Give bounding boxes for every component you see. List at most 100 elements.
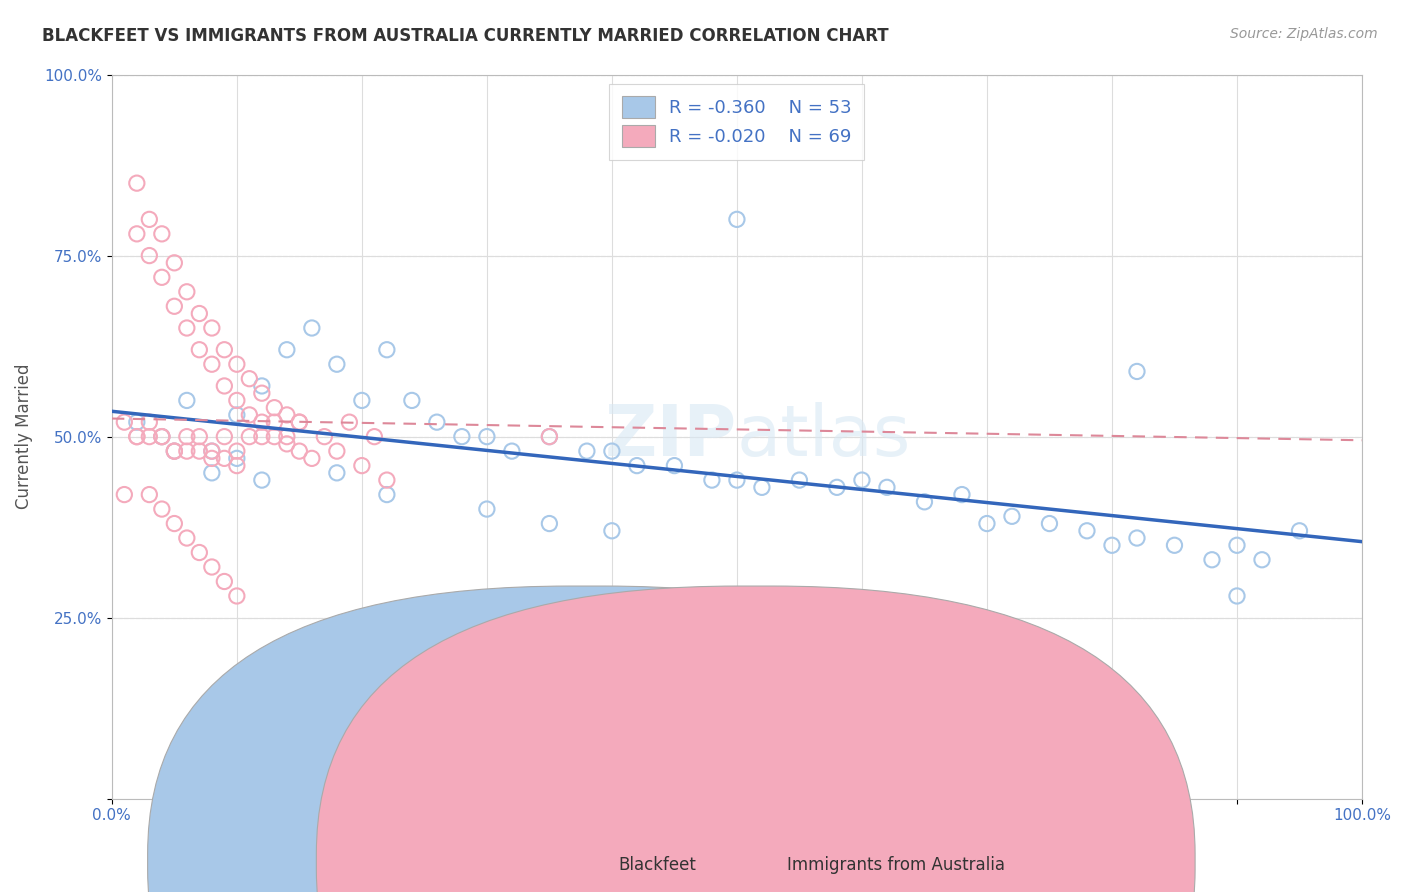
Point — [138, 212, 160, 227]
Point — [250, 415, 273, 429]
Point — [350, 458, 373, 473]
Point — [301, 321, 323, 335]
Point — [201, 451, 224, 466]
Point — [225, 451, 247, 466]
Point — [163, 516, 186, 531]
Point — [326, 444, 349, 458]
Point — [326, 466, 349, 480]
Point — [150, 227, 173, 241]
Point — [1226, 589, 1249, 603]
Point — [538, 430, 561, 444]
Point — [188, 343, 211, 357]
Point — [538, 430, 561, 444]
Point — [214, 430, 236, 444]
Point — [1001, 509, 1024, 524]
Point — [125, 227, 148, 241]
Point — [538, 516, 561, 531]
Text: atlas: atlas — [737, 402, 911, 471]
Y-axis label: Currently Married: Currently Married — [15, 364, 32, 509]
Point — [314, 430, 336, 444]
Point — [163, 444, 186, 458]
Point — [1226, 538, 1249, 552]
Point — [250, 473, 273, 487]
Point — [375, 343, 398, 357]
Point — [1126, 531, 1149, 545]
Point — [225, 393, 247, 408]
Point — [163, 256, 186, 270]
Point — [501, 444, 523, 458]
Point — [1288, 524, 1310, 538]
Point — [125, 176, 148, 190]
Point — [138, 487, 160, 501]
Point — [150, 502, 173, 516]
Point — [276, 408, 298, 422]
Point — [250, 379, 273, 393]
Point — [575, 444, 598, 458]
Point — [238, 430, 260, 444]
Point — [176, 444, 198, 458]
Point — [188, 444, 211, 458]
Point — [176, 430, 198, 444]
Point — [263, 430, 285, 444]
Text: Source: ZipAtlas.com: Source: ZipAtlas.com — [1230, 27, 1378, 41]
Point — [214, 343, 236, 357]
Point — [150, 430, 173, 444]
Point — [950, 487, 973, 501]
Point — [600, 444, 623, 458]
Point — [451, 430, 474, 444]
Point — [363, 430, 385, 444]
Point — [263, 415, 285, 429]
Point — [1163, 538, 1185, 552]
Point — [725, 473, 748, 487]
Point — [326, 357, 349, 371]
Point — [188, 545, 211, 559]
Point — [475, 430, 498, 444]
Point — [125, 430, 148, 444]
Point — [138, 415, 160, 429]
Point — [150, 430, 173, 444]
Point — [225, 458, 247, 473]
Point — [288, 444, 311, 458]
Point — [851, 473, 873, 487]
Point — [112, 415, 135, 429]
Point — [225, 408, 247, 422]
Point — [1251, 553, 1274, 567]
Point — [176, 321, 198, 335]
Point — [375, 473, 398, 487]
Point — [163, 444, 186, 458]
Point — [876, 480, 898, 494]
Point — [825, 480, 848, 494]
Point — [201, 466, 224, 480]
Point — [176, 531, 198, 545]
Point — [276, 430, 298, 444]
Point — [375, 487, 398, 501]
Point — [125, 415, 148, 429]
Point — [276, 343, 298, 357]
Text: Blackfeet: Blackfeet — [619, 856, 696, 874]
Point — [214, 574, 236, 589]
Point — [201, 444, 224, 458]
Point — [138, 249, 160, 263]
Point — [426, 415, 449, 429]
Point — [188, 306, 211, 320]
Point — [201, 560, 224, 574]
Point — [225, 589, 247, 603]
Point — [238, 408, 260, 422]
Point — [1101, 538, 1123, 552]
Point — [789, 473, 811, 487]
Point — [337, 415, 360, 429]
Point — [350, 393, 373, 408]
Point — [1038, 516, 1060, 531]
Point — [263, 401, 285, 415]
Point — [150, 270, 173, 285]
Point — [600, 524, 623, 538]
Point — [700, 473, 723, 487]
Point — [276, 437, 298, 451]
Point — [1201, 553, 1223, 567]
Point — [112, 487, 135, 501]
Point — [176, 285, 198, 299]
Point — [163, 444, 186, 458]
Point — [225, 357, 247, 371]
Point — [125, 430, 148, 444]
Point — [250, 430, 273, 444]
